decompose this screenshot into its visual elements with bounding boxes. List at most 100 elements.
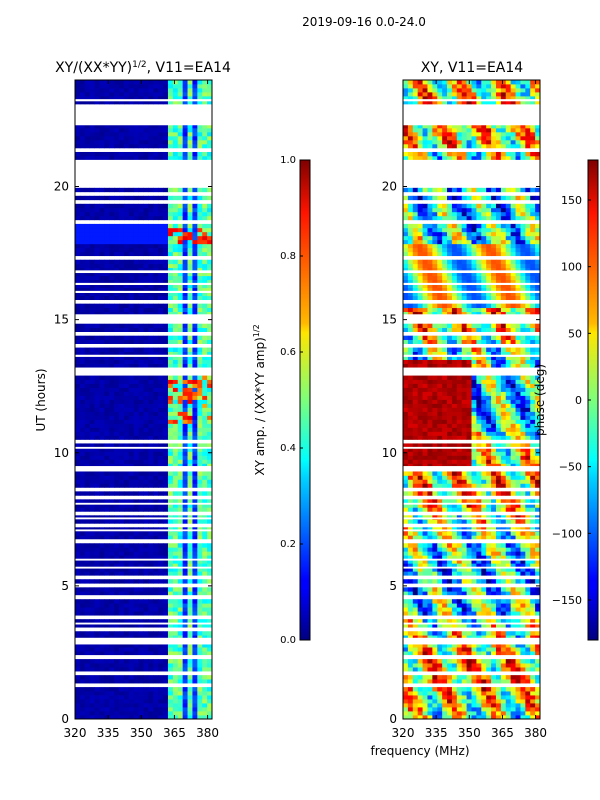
heatmap-cell — [407, 507, 414, 512]
heatmap-cell — [177, 267, 184, 273]
heatmap-cell — [486, 559, 492, 564]
heatmap-cell — [412, 619, 419, 624]
heatmap-cell — [197, 579, 203, 584]
heatmap-cell — [148, 239, 154, 245]
heatmap-cell — [99, 323, 105, 329]
heatmap-cell — [437, 435, 443, 440]
heatmap-cell — [119, 351, 125, 356]
heatmap-cell — [89, 607, 95, 612]
heatmap-cell — [182, 547, 188, 552]
heatmap-cell — [515, 507, 521, 512]
heatmap-cell — [471, 463, 477, 468]
heatmap-cell — [153, 631, 159, 636]
heatmap-cell — [99, 651, 105, 656]
heatmap-cell — [163, 471, 169, 476]
heatmap-cell — [99, 435, 105, 440]
heatmap-cell — [84, 699, 91, 704]
heatmap-cell — [167, 359, 174, 364]
heatmap-cell — [123, 659, 130, 664]
heatmap-cell — [403, 535, 409, 540]
heatmap-cell — [75, 91, 81, 97]
heatmap-cell — [177, 699, 184, 704]
heatmap-cell — [525, 455, 531, 460]
heatmap-cell — [133, 407, 139, 412]
heatmap-cell — [167, 211, 174, 217]
heatmap-cell — [79, 555, 86, 560]
heatmap-cell — [123, 427, 130, 432]
heatmap-cell — [207, 295, 213, 301]
heatmap-cell — [535, 611, 541, 616]
heatmap-cell — [148, 359, 154, 364]
heatmap-cell — [75, 411, 81, 416]
heatmap-cell — [167, 223, 174, 229]
heatmap-cell — [94, 475, 100, 480]
heatmap-cell — [476, 547, 482, 552]
heatmap-cell — [99, 423, 105, 428]
heatmap-cell — [143, 247, 149, 253]
heatmap-cell — [148, 607, 154, 612]
heatmap-cell — [89, 95, 95, 101]
heatmap-cell — [167, 451, 174, 456]
heatmap-cell — [510, 695, 516, 700]
heatmap-cell — [403, 611, 409, 616]
heatmap-cell — [119, 399, 125, 404]
heatmap-cell — [422, 607, 428, 612]
heatmap-cell — [143, 531, 149, 536]
heatmap-cell — [412, 459, 419, 464]
heatmap-cell — [79, 131, 86, 137]
heatmap-cell — [84, 303, 91, 309]
heatmap-cell — [182, 279, 188, 285]
heatmap-cell — [486, 631, 492, 636]
heatmap-cell — [197, 339, 203, 344]
heatmap-cell — [422, 455, 428, 460]
heatmap-cell — [403, 675, 409, 680]
heatmap-cell — [123, 715, 130, 720]
heatmap-cell — [447, 679, 453, 684]
heatmap-cell — [114, 631, 120, 636]
heatmap-cell — [187, 347, 193, 352]
heatmap-cell — [432, 447, 438, 452]
heatmap-cell — [89, 243, 95, 249]
heatmap-cell — [75, 611, 81, 616]
heatmap-cell — [123, 151, 130, 157]
heatmap-cell — [99, 223, 105, 229]
heatmap-cell — [163, 599, 169, 604]
heatmap-cell — [109, 379, 115, 384]
heatmap-cell — [491, 667, 497, 672]
heatmap-cell — [128, 263, 135, 269]
heatmap-cell — [456, 479, 463, 484]
heatmap-cell — [197, 291, 203, 297]
heatmap-cell — [128, 139, 135, 145]
heatmap-cell — [119, 263, 125, 269]
heatmap-cell — [167, 231, 174, 237]
heatmap-cell — [94, 287, 100, 293]
heatmap-cell — [158, 711, 164, 716]
heatmap-cell — [94, 443, 100, 448]
heatmap-cell — [99, 123, 105, 129]
heatmap-cell — [128, 687, 135, 692]
heatmap-cell — [143, 707, 149, 712]
heatmap-cell — [84, 143, 91, 149]
heatmap-cell — [500, 599, 507, 604]
heatmap-cell — [520, 447, 526, 452]
heatmap-cell — [148, 619, 154, 624]
heatmap-cell — [197, 91, 203, 97]
heatmap-cell — [84, 403, 91, 408]
heatmap-cell — [500, 695, 507, 700]
heatmap-cell — [202, 711, 208, 716]
heatmap-cell — [197, 451, 203, 456]
heatmap-cell — [133, 659, 139, 664]
heatmap-cell — [197, 335, 203, 340]
heatmap-cell — [192, 559, 198, 564]
heatmap-cell — [207, 379, 213, 384]
heatmap-cell — [495, 647, 502, 652]
heatmap-cell — [75, 543, 81, 548]
heatmap-cell — [481, 591, 487, 596]
heatmap-cell — [114, 407, 120, 412]
heatmap-cell — [192, 127, 198, 133]
heatmap-cell — [437, 643, 443, 648]
heatmap-cell — [451, 463, 458, 468]
heatmap-cell — [197, 715, 203, 720]
heatmap-cell — [119, 603, 125, 608]
heatmap-cell — [432, 695, 438, 700]
